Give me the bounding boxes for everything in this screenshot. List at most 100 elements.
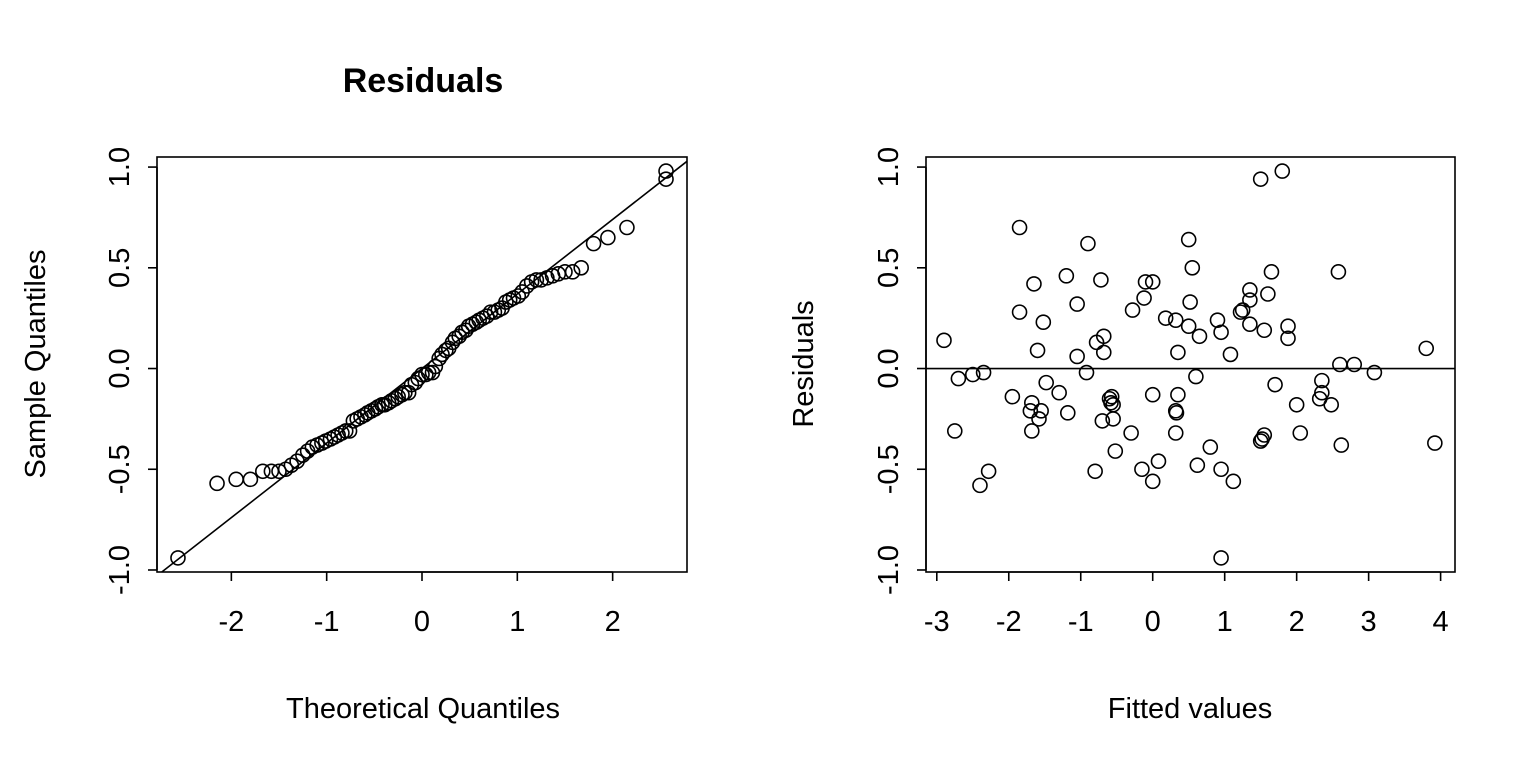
- residuals-data-point: [1191, 328, 1208, 345]
- residuals-data-point: [1167, 312, 1184, 328]
- qq-data-point: [585, 235, 602, 252]
- residuals-data-point: [1144, 274, 1161, 290]
- residuals-data-point: [1242, 316, 1258, 333]
- residuals-data-point: [1242, 282, 1258, 298]
- qq-y-tick-label: -0.5: [104, 444, 136, 494]
- qq-x-tick-label: 0: [414, 606, 430, 638]
- residuals-data-point: [1011, 304, 1028, 320]
- qq-plot-panel: Residuals -2 -1 0 1 2 -1.0 -0.5 0.0 0.5 1.0 Theo…: [20, 62, 688, 725]
- residuals-data-point: [1213, 461, 1229, 478]
- residuals-data-point: [1124, 302, 1141, 318]
- residuals-data-point: [1189, 457, 1206, 474]
- residuals-x-tick-label: -2: [996, 606, 1022, 638]
- residuals-data-point: [1058, 268, 1075, 284]
- residuals-data-point: [1222, 346, 1239, 363]
- residuals-data-point: [1134, 461, 1150, 478]
- residuals-data-point: [1418, 340, 1435, 357]
- residuals-data-point: [1094, 413, 1111, 429]
- residuals-data-point: [1105, 411, 1121, 427]
- qq-data-point: [394, 386, 410, 403]
- residuals-data-point: [1059, 405, 1076, 421]
- residuals-data-point: [1213, 550, 1229, 566]
- residuals-data-point: [1280, 330, 1296, 347]
- residuals-data-point: [1280, 318, 1296, 335]
- residuals-data-point: [1346, 356, 1363, 373]
- qq-y-tick-label: 1.0: [104, 147, 136, 187]
- residuals-data-point: [1180, 231, 1197, 248]
- residuals-data-point: [1107, 443, 1124, 459]
- residuals-data-point: [1103, 388, 1120, 405]
- qq-data-point: [170, 550, 186, 566]
- qq-plot-title: Residuals: [343, 62, 504, 100]
- residuals-data-point: [1330, 264, 1347, 280]
- residuals-data-point: [1150, 453, 1167, 469]
- residuals-data-point: [1263, 264, 1280, 280]
- residuals-data-point: [1232, 304, 1249, 320]
- residuals-data-point: [1004, 388, 1021, 405]
- residuals-data-point: [1144, 473, 1161, 490]
- residuals-plot-panel: -3 -2 -1 0 1 2 3 4 -1.0 -0.5 0.0 0.5 1.0 Fitted val…: [788, 147, 1456, 725]
- residuals-data-point: [1137, 274, 1154, 290]
- residuals-data-point: [1093, 272, 1109, 288]
- residuals-data-point: [1087, 463, 1103, 480]
- residuals-data-point: [1031, 411, 1047, 427]
- qq-x-tick-label: -2: [218, 606, 244, 638]
- residuals-data-point: [1333, 437, 1350, 453]
- qq-y-axis-label: Sample Quantiles: [20, 250, 52, 479]
- qq-data-point: [337, 423, 354, 439]
- qq-data-point: [427, 358, 444, 375]
- residuals-data-point: [1256, 322, 1273, 339]
- qq-data-point: [619, 219, 635, 236]
- residuals-data-point: [1080, 235, 1096, 252]
- residuals-data-point: [1170, 386, 1186, 403]
- residuals-data-point: [1144, 386, 1161, 403]
- residuals-data-point: [1051, 384, 1067, 401]
- qq-data-point: [564, 264, 581, 280]
- residuals-data-point: [1026, 276, 1042, 292]
- qq-y-axis: -1.0 -0.5 0.0 0.5 1.0: [104, 147, 158, 595]
- qq-x-tick-label: 1: [509, 606, 525, 638]
- residuals-data-point: [1234, 302, 1251, 318]
- residuals-data-point: [1260, 286, 1276, 302]
- residuals-data-point: [1292, 425, 1309, 441]
- residuals-plot-frame: [925, 156, 1456, 573]
- residuals-data-point: [946, 423, 963, 439]
- residuals-data-point: [1024, 394, 1040, 411]
- residuals-y-tick-label: -0.5: [873, 444, 905, 494]
- qq-data-point: [418, 366, 434, 383]
- qq-data-point: [341, 423, 358, 439]
- residuals-data-point: [1267, 376, 1283, 393]
- residuals-data-point: [1024, 423, 1040, 439]
- residuals-data-point: [1182, 294, 1198, 310]
- residuals-y-axis-label: Residuals: [788, 300, 820, 427]
- residuals-y-tick-label: 1.0: [873, 147, 905, 187]
- residuals-x-tick-label: 1: [1217, 606, 1233, 638]
- residuals-data-point: [1314, 372, 1330, 389]
- residuals-data-point: [1170, 344, 1186, 361]
- qq-data-point: [209, 475, 225, 492]
- residuals-data-point: [972, 477, 988, 494]
- residuals-points: [936, 163, 1443, 566]
- residuals-x-tick-label: 4: [1433, 606, 1449, 638]
- residuals-data-point: [1095, 328, 1112, 345]
- residuals-data-point: [1252, 171, 1269, 187]
- residuals-data-point: [1188, 368, 1204, 385]
- residuals-data-point: [1288, 396, 1305, 413]
- qq-data-point: [573, 260, 589, 276]
- residuals-data-point: [1366, 364, 1383, 381]
- residuals-data-point: [1184, 260, 1201, 276]
- residuals-data-point: [1157, 310, 1174, 326]
- qq-x-axis: -2 -1 0 1 2: [218, 571, 621, 638]
- qq-points: [170, 163, 674, 566]
- qq-data-point: [255, 463, 271, 480]
- qq-data-point: [658, 163, 674, 179]
- residuals-data-point: [980, 463, 997, 480]
- residuals-data-point: [936, 332, 952, 349]
- residuals-x-axis-label: Fitted values: [1108, 693, 1272, 725]
- qq-data-point: [295, 447, 311, 463]
- qq-y-tick-label: -1.0: [104, 545, 136, 595]
- residuals-data-point: [1069, 348, 1085, 365]
- qq-y-tick-label: 0.0: [104, 348, 136, 388]
- residuals-y-tick-label: 0.5: [873, 248, 905, 288]
- residuals-x-tick-label: 0: [1145, 606, 1161, 638]
